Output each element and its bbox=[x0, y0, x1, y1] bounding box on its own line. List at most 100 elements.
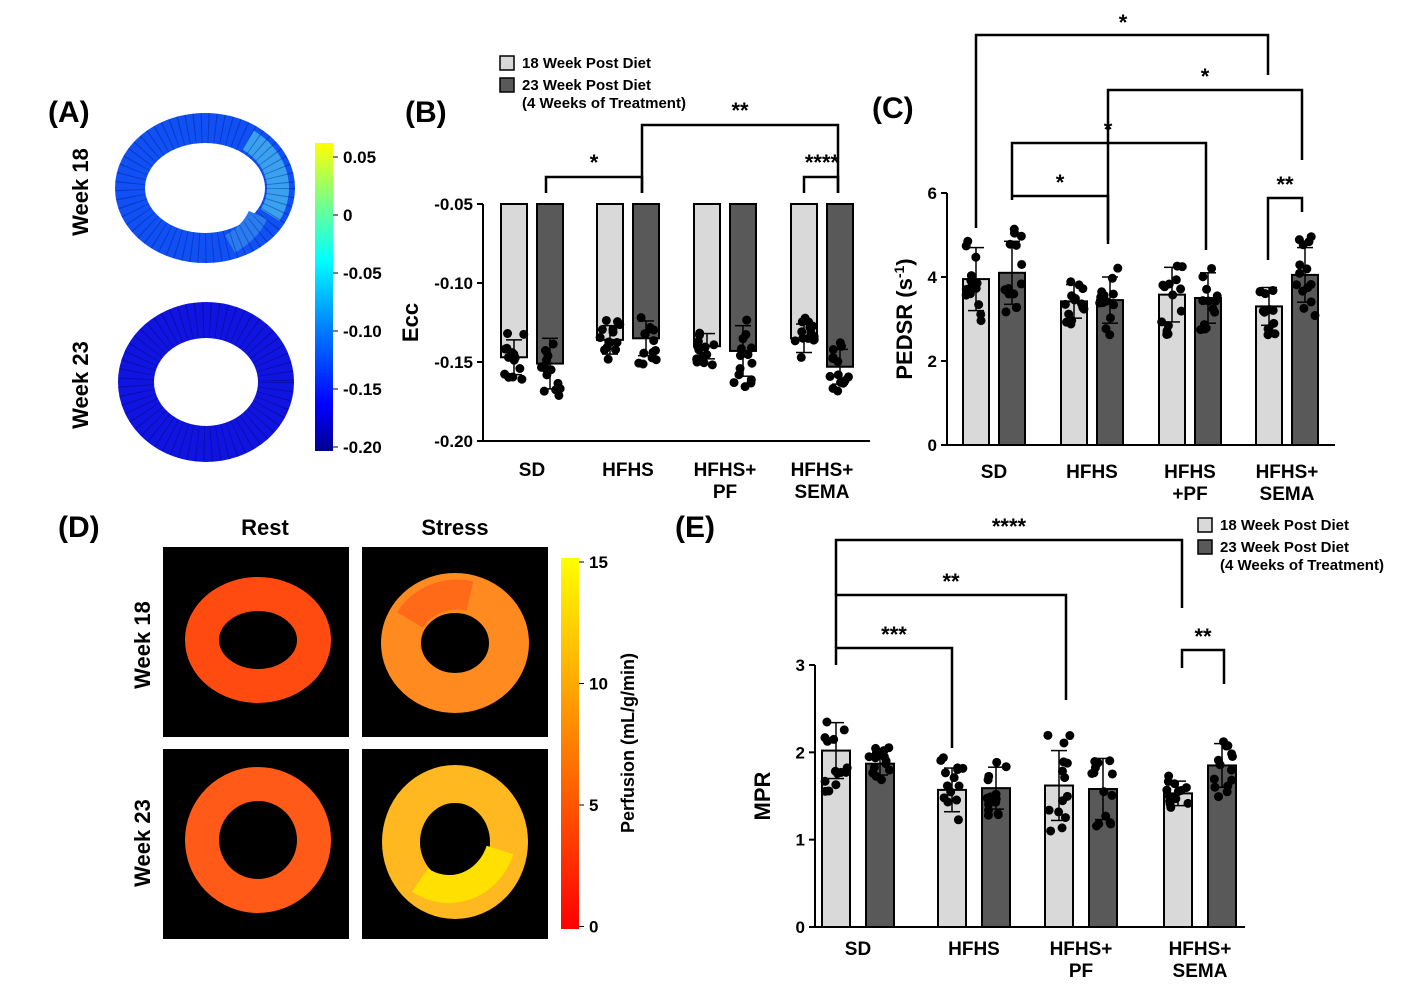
x-category-label: PF bbox=[713, 482, 737, 503]
data-point bbox=[740, 382, 750, 392]
legend-swatch bbox=[1197, 517, 1213, 533]
data-point bbox=[938, 753, 948, 763]
data-point bbox=[1079, 304, 1089, 314]
data-point bbox=[1078, 284, 1088, 294]
data-point bbox=[804, 317, 814, 327]
strain-colorbar-tick-label: 0 bbox=[343, 206, 352, 225]
y-axis-label: PEDSR (s-1) bbox=[891, 258, 917, 379]
perfusion-colorbar-tick-label: 15 bbox=[589, 553, 608, 572]
y-axis-label: MPR bbox=[750, 771, 775, 820]
data-point bbox=[1001, 307, 1011, 317]
data-point bbox=[842, 763, 852, 773]
y-tick-label: -0.20 bbox=[434, 432, 473, 451]
x-category-label: HFHS+ bbox=[694, 460, 757, 481]
data-point bbox=[729, 378, 739, 388]
strain-colorbar-tick-label: -0.15 bbox=[343, 380, 382, 399]
data-point bbox=[502, 343, 512, 353]
data-point bbox=[982, 793, 992, 803]
significance-bracket bbox=[640, 123, 840, 193]
panel-label-e: (E) bbox=[675, 511, 715, 544]
data-point bbox=[612, 337, 622, 347]
data-point bbox=[1295, 260, 1305, 270]
data-point bbox=[1107, 790, 1117, 800]
significance-bracket bbox=[834, 593, 1068, 700]
panel-a-row-label-week23: Week 23 bbox=[68, 341, 93, 429]
x-category-label: HFHS+ bbox=[791, 460, 854, 481]
data-point bbox=[515, 363, 525, 373]
significance-label: * bbox=[1056, 170, 1065, 195]
significance-bracket bbox=[802, 175, 840, 193]
significance-bracket bbox=[544, 175, 644, 193]
data-point bbox=[692, 354, 702, 364]
data-point bbox=[976, 309, 986, 319]
panel-d-row-label-week23: Week 23 bbox=[130, 799, 155, 887]
strain-map-week18 bbox=[115, 113, 295, 263]
y-tick-label: 6 bbox=[928, 184, 937, 203]
data-point bbox=[993, 810, 1003, 820]
legend-label: (4 Weeks of Treatment) bbox=[522, 95, 686, 112]
strain-colorbar-tick-label: -0.05 bbox=[343, 264, 382, 283]
data-point bbox=[597, 325, 607, 335]
bar-23wk-0 bbox=[536, 203, 564, 365]
data-point bbox=[1172, 261, 1182, 271]
data-point bbox=[1009, 224, 1019, 234]
data-point bbox=[1094, 819, 1104, 829]
strain-colorbar-tick-label: 0.05 bbox=[343, 148, 376, 167]
data-point bbox=[1099, 787, 1109, 797]
data-point bbox=[983, 775, 993, 785]
data-point bbox=[1046, 826, 1056, 836]
data-point bbox=[1268, 286, 1278, 296]
x-category-label: SEMA bbox=[795, 482, 850, 503]
data-point bbox=[1209, 774, 1219, 784]
significance-label: **** bbox=[992, 514, 1027, 539]
data-point bbox=[1101, 324, 1111, 334]
data-point bbox=[1310, 311, 1320, 321]
legend-label: (4 Weeks of Treatment) bbox=[1220, 557, 1384, 574]
data-point bbox=[822, 736, 832, 746]
perfusion-colorbar-label: Perfusion (mL/g/min) bbox=[618, 653, 638, 833]
data-point bbox=[871, 749, 881, 759]
strain-colorbar-ticks: 0.05 0 -0.05 -0.10 -0.15 -0.20 bbox=[333, 148, 382, 457]
x-category-label: SD bbox=[981, 462, 1007, 483]
data-point bbox=[1207, 263, 1217, 273]
x-category-label: HFHS bbox=[948, 939, 1000, 960]
data-point bbox=[649, 336, 659, 346]
data-point bbox=[1198, 296, 1208, 306]
y-axis-label: Ecc bbox=[398, 303, 423, 342]
bar-18wk-2 bbox=[693, 203, 721, 348]
legend-swatch bbox=[499, 55, 515, 71]
strain-colorbar bbox=[315, 143, 333, 451]
x-category-label: PF bbox=[1069, 961, 1093, 982]
data-point bbox=[1214, 792, 1224, 802]
legend-swatch bbox=[499, 77, 515, 93]
panel-d-row-label-week18: Week 18 bbox=[130, 601, 155, 689]
legend-swatch bbox=[1197, 539, 1213, 555]
data-point bbox=[1043, 730, 1053, 740]
data-point bbox=[1255, 286, 1265, 296]
data-point bbox=[1105, 818, 1115, 828]
data-point bbox=[820, 786, 830, 796]
data-point bbox=[709, 340, 719, 350]
legend-label: 23 Week Post Diet bbox=[522, 77, 651, 94]
data-point bbox=[1105, 756, 1115, 766]
data-point bbox=[1087, 769, 1097, 779]
panel-label-c: (C) bbox=[872, 92, 914, 125]
data-point bbox=[746, 343, 756, 353]
x-category-label: HFHS bbox=[1066, 462, 1118, 483]
bar-23wk-1 bbox=[1096, 299, 1124, 446]
data-point bbox=[1001, 762, 1011, 772]
data-point bbox=[517, 374, 527, 384]
data-point bbox=[742, 315, 752, 325]
significance-bracket bbox=[834, 646, 954, 748]
data-point bbox=[1059, 757, 1069, 767]
data-point bbox=[548, 339, 558, 349]
significance-label: * bbox=[590, 150, 599, 175]
data-point bbox=[1227, 749, 1237, 759]
y-tick-label: 1 bbox=[796, 831, 805, 850]
panel-label-b: (B) bbox=[405, 96, 447, 129]
data-point bbox=[809, 335, 819, 345]
data-point bbox=[1060, 773, 1070, 783]
x-category-label: +PF bbox=[1172, 484, 1207, 505]
data-point bbox=[519, 329, 529, 339]
